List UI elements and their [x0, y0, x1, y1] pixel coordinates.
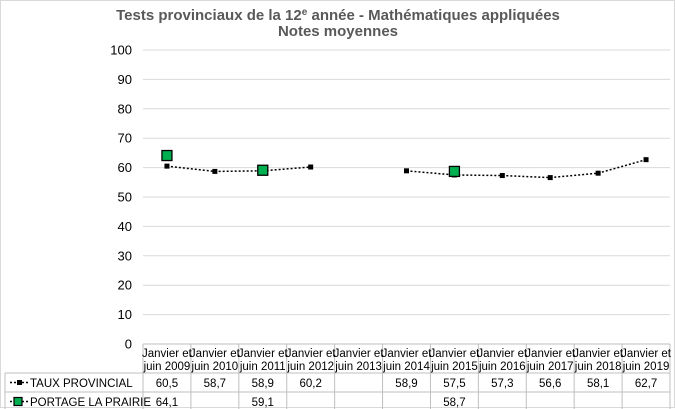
x-tick-label: Janvier et [238, 348, 289, 360]
x-tick-label: Janvier et [573, 348, 624, 360]
data-label: 56,6 [539, 378, 561, 390]
data-label: 58,7 [204, 378, 226, 390]
data-point [404, 168, 409, 173]
x-tick-label: Janvier et [334, 348, 385, 360]
data-point [258, 165, 268, 175]
data-label: 58,9 [395, 378, 417, 390]
y-tick-label: 0 [125, 337, 132, 352]
x-tick-label: Janvier et [621, 348, 672, 360]
x-tick-label: juin 2017 [526, 361, 574, 373]
data-label: 60,2 [299, 378, 321, 390]
y-tick-label: 30 [118, 248, 132, 263]
x-tick-label: juin 2016 [478, 361, 526, 373]
y-tick-label: 100 [110, 43, 132, 58]
x-tick-label: juin 2011 [239, 361, 286, 373]
data-point [308, 165, 313, 170]
data-label: 58,1 [587, 378, 609, 390]
y-tick-label: 80 [118, 101, 132, 116]
x-tick-label: juin 2009 [143, 361, 191, 373]
data-label: 58,7 [443, 397, 465, 409]
y-tick-label: 70 [118, 131, 132, 146]
x-tick-label: Janvier et [142, 348, 193, 360]
chart-subtitle: Notes moyennes [278, 23, 398, 40]
data-label: 60,5 [156, 378, 178, 390]
data-label: 57,3 [491, 378, 513, 390]
legend-label: TAUX PROVINCIAL [30, 378, 133, 390]
data-label: 62,7 [635, 378, 657, 390]
data-point [548, 175, 553, 180]
data-label: 58,9 [252, 378, 274, 390]
data-label: 57,5 [443, 378, 465, 390]
y-tick-label: 10 [118, 307, 132, 322]
x-tick-label: Janvier et [429, 348, 480, 360]
data-point [500, 173, 505, 178]
data-point [596, 171, 601, 176]
data-point [164, 164, 169, 169]
x-tick-label: juin 2013 [334, 361, 382, 373]
x-tick-label: juin 2015 [430, 361, 478, 373]
x-tick-label: Janvier et [477, 348, 528, 360]
x-tick-label: juin 2012 [286, 361, 334, 373]
legend-key-marker [17, 380, 22, 385]
x-tick-label: juin 2014 [382, 361, 430, 373]
data-point [449, 166, 459, 176]
y-tick-label: 40 [118, 219, 132, 234]
x-tick-label: juin 2010 [191, 361, 239, 373]
chart-title: Tests provinciaux de la 12e année - Math… [116, 7, 560, 24]
x-tick-label: juin 2018 [574, 361, 622, 373]
data-point [212, 169, 217, 174]
x-tick-label: Janvier et [382, 348, 433, 360]
x-tick-label: Janvier et [190, 348, 241, 360]
series-line-0 [167, 166, 311, 171]
chart-title-main: Tests provinciaux de la 12 [116, 7, 302, 24]
legend-label: PORTAGE LA PRAIRIE [30, 397, 151, 409]
data-label: 59,1 [252, 397, 274, 409]
x-tick-label: juin 2019 [622, 361, 670, 373]
y-tick-label: 20 [118, 278, 132, 293]
legend-key-marker [14, 398, 22, 406]
y-tick-label: 50 [118, 190, 132, 205]
series-line-0 [407, 160, 647, 178]
chart-title-rest: année - Mathématiques appliquées [307, 7, 560, 24]
x-tick-label: Janvier et [286, 348, 337, 360]
x-tick-label: Janvier et [525, 348, 576, 360]
y-tick-label: 90 [118, 72, 132, 87]
data-point [644, 157, 649, 162]
data-point [162, 151, 172, 161]
y-tick-label: 60 [118, 160, 132, 175]
data-label: 64,1 [156, 397, 178, 409]
